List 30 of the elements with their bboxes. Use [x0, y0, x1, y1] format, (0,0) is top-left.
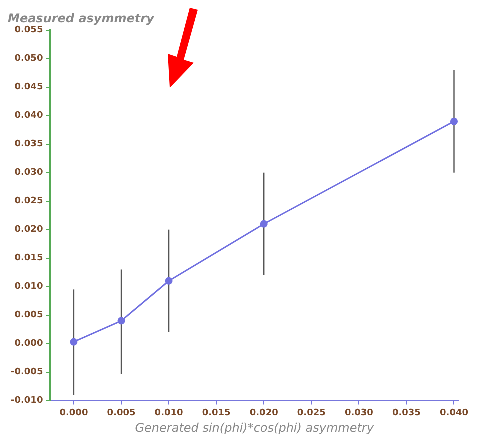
x-tick-label: 0.000: [60, 408, 88, 419]
x-tick-label: 0.030: [344, 408, 374, 419]
point: [450, 118, 458, 126]
y-tick-label: 0.050: [14, 54, 44, 64]
x-tick-label: 0.010: [154, 408, 184, 419]
y-tick-label: 0.015: [14, 254, 44, 264]
y-tick-label: -0.010: [11, 396, 44, 406]
point: [118, 317, 126, 325]
y-tick-label: 0.020: [14, 225, 44, 236]
y-tick-label: 0.030: [14, 168, 44, 178]
y-tick-label: 0.010: [14, 282, 44, 292]
x-axis-title: Generated sin(phi)*cos(phi) asymmetry: [135, 420, 375, 435]
y-tick-label: 0.045: [14, 82, 44, 93]
y-tick-label: -0.005: [11, 368, 44, 378]
y-axis-title: Measured asymmetry: [8, 11, 156, 26]
point: [165, 277, 173, 285]
x-tick-label: 0.035: [392, 408, 421, 419]
y-tick-label: 0.040: [14, 111, 44, 122]
x-tick-label: 0.025: [297, 408, 326, 419]
x-tick-label: 0.040: [440, 408, 468, 419]
y-tick-label: 0.055: [14, 26, 44, 36]
y-tick-label: 0.000: [14, 339, 44, 350]
x-tick-label: 0.015: [202, 408, 231, 419]
x-tick-label: 0.005: [107, 408, 136, 419]
y-tick-label: 0.025: [14, 196, 44, 207]
point: [260, 220, 268, 228]
x-tick-label: 0.020: [250, 408, 278, 419]
y-tick-label: 0.035: [14, 140, 44, 150]
y-tick-label: 0.005: [14, 310, 44, 321]
point: [70, 338, 78, 346]
